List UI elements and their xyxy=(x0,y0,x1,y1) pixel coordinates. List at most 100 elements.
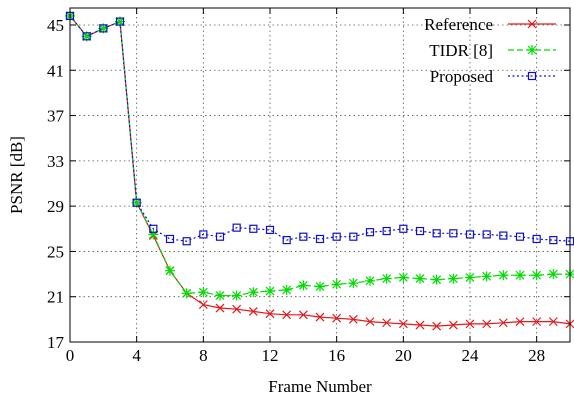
data-point xyxy=(198,287,209,298)
data-point xyxy=(99,24,108,33)
data-point xyxy=(532,234,541,244)
data-point xyxy=(415,320,425,330)
data-point xyxy=(115,17,125,26)
legend-label: Proposed xyxy=(430,67,494,86)
data-point xyxy=(431,274,442,285)
legend-swatch-marker xyxy=(527,71,537,81)
y-tick-label: 45 xyxy=(47,16,64,35)
y-tick-label: 29 xyxy=(47,197,64,216)
x-tick-label: 12 xyxy=(262,346,279,365)
y-tick-label: 41 xyxy=(47,61,64,80)
series-line-1 xyxy=(69,15,570,297)
data-point xyxy=(515,317,525,327)
data-point xyxy=(415,226,425,236)
legend-label: Reference xyxy=(424,15,493,34)
legend-swatch-marker xyxy=(527,45,537,55)
data-point xyxy=(415,273,425,284)
data-point xyxy=(448,273,459,284)
data-markers xyxy=(65,10,574,331)
data-point xyxy=(298,280,309,291)
data-point xyxy=(282,310,292,320)
data-point xyxy=(299,232,308,241)
data-point xyxy=(315,234,325,244)
data-point xyxy=(498,318,508,328)
data-point xyxy=(165,265,175,276)
data-point xyxy=(449,229,458,238)
data-point xyxy=(298,310,308,320)
data-point xyxy=(181,288,192,299)
data-point xyxy=(215,303,225,313)
y-tick-label: 17 xyxy=(47,333,65,352)
data-point xyxy=(215,232,225,241)
data-point xyxy=(231,290,242,301)
x-tick-label: 28 xyxy=(528,346,545,365)
data-point xyxy=(249,224,258,233)
x-tick-label: 4 xyxy=(132,346,141,365)
legend-label: TIDR [8] xyxy=(429,41,493,60)
data-point xyxy=(265,309,275,319)
data-series xyxy=(69,15,571,327)
data-point xyxy=(315,312,325,322)
x-tick-label: 16 xyxy=(328,346,345,365)
data-point xyxy=(482,230,491,239)
y-tick-label: 33 xyxy=(47,152,64,171)
data-point xyxy=(331,279,342,290)
series-line-0 xyxy=(69,15,571,327)
plot-frame xyxy=(69,7,571,343)
data-point xyxy=(382,226,391,236)
data-point xyxy=(165,234,175,244)
data-point xyxy=(232,223,241,232)
x-tick-label: 8 xyxy=(199,346,208,365)
data-point xyxy=(149,224,158,233)
data-point xyxy=(348,314,358,324)
data-point xyxy=(515,270,525,281)
data-point xyxy=(532,317,542,327)
data-point xyxy=(248,307,258,316)
data-point xyxy=(515,232,525,241)
data-point xyxy=(465,319,475,329)
data-point xyxy=(548,269,559,280)
y-axis-label: PSNR [dB] xyxy=(7,136,26,214)
data-point xyxy=(315,281,325,292)
data-point xyxy=(265,225,275,235)
data-point xyxy=(498,270,509,281)
data-point xyxy=(281,284,292,295)
x-axis-label: Frame Number xyxy=(268,377,372,396)
data-point xyxy=(432,229,441,238)
data-point xyxy=(482,319,492,329)
data-point xyxy=(365,317,375,327)
data-point xyxy=(232,304,242,314)
x-tick-label: 20 xyxy=(395,346,412,365)
y-tick-label: 21 xyxy=(47,288,64,307)
data-point xyxy=(398,272,409,283)
data-point xyxy=(82,32,91,41)
legend-swatch-marker xyxy=(527,19,537,29)
x-tick-label: 24 xyxy=(462,346,480,365)
y-tick-label: 37 xyxy=(47,107,65,126)
data-point xyxy=(132,198,141,207)
data-point xyxy=(348,278,359,289)
data-point xyxy=(248,287,259,298)
data-point xyxy=(199,230,208,239)
grid-lines xyxy=(70,8,570,342)
data-point xyxy=(448,320,458,330)
data-point xyxy=(465,230,475,239)
data-point xyxy=(381,273,392,284)
data-point xyxy=(432,321,442,331)
data-point xyxy=(499,231,508,240)
data-point xyxy=(481,271,492,282)
data-point xyxy=(549,236,558,245)
legend: Reference TIDR [8] Proposed xyxy=(424,15,556,86)
data-point xyxy=(215,290,225,301)
series-line-2 xyxy=(69,15,571,242)
data-point xyxy=(265,286,275,297)
data-point xyxy=(198,300,208,310)
data-point xyxy=(398,319,408,329)
data-point xyxy=(399,224,408,233)
data-point xyxy=(332,313,342,323)
data-point xyxy=(282,236,291,245)
data-point xyxy=(365,275,375,286)
data-point xyxy=(332,232,341,241)
axis-ticks: 0 4 8 12 16 20 24 28 17 21 25 29 33 37 41 45 xyxy=(47,8,570,365)
